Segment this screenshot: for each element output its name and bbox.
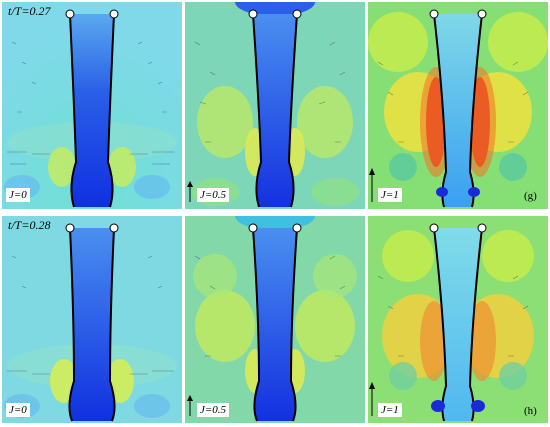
flow-field-row2-j0	[2, 216, 182, 423]
panel-row1-j0	[2, 2, 182, 209]
flow-field-row1-j0	[2, 2, 182, 209]
flow-field-row1-j1	[368, 2, 548, 209]
time-label-row2: t/T=0.28	[8, 218, 51, 232]
panel-row2-j0	[2, 216, 182, 423]
j-label-row1-j1: J=1	[378, 188, 402, 202]
j-label-row2-j0: J=0	[6, 403, 30, 417]
panel-tag-g: (g)	[524, 190, 537, 202]
j-label-row1-j05: J=0.5	[197, 188, 230, 202]
j-label-row1-j0: J=0	[6, 188, 30, 202]
flow-field-row2-j05	[185, 216, 365, 423]
panel-row1-j05	[185, 2, 365, 209]
panel-row2-j1	[368, 216, 548, 423]
flow-field-row2-j1	[368, 216, 548, 423]
j-label-row2-j1: J=1	[378, 403, 402, 417]
time-label-row1: t/T=0.27	[8, 4, 51, 18]
panel-tag-h: (h)	[524, 405, 537, 417]
panel-row2-j05	[185, 216, 365, 423]
j-label-row2-j05: J=0.5	[197, 403, 230, 417]
flow-field-row1-j05	[185, 2, 365, 209]
panel-row1-j1	[368, 2, 548, 209]
